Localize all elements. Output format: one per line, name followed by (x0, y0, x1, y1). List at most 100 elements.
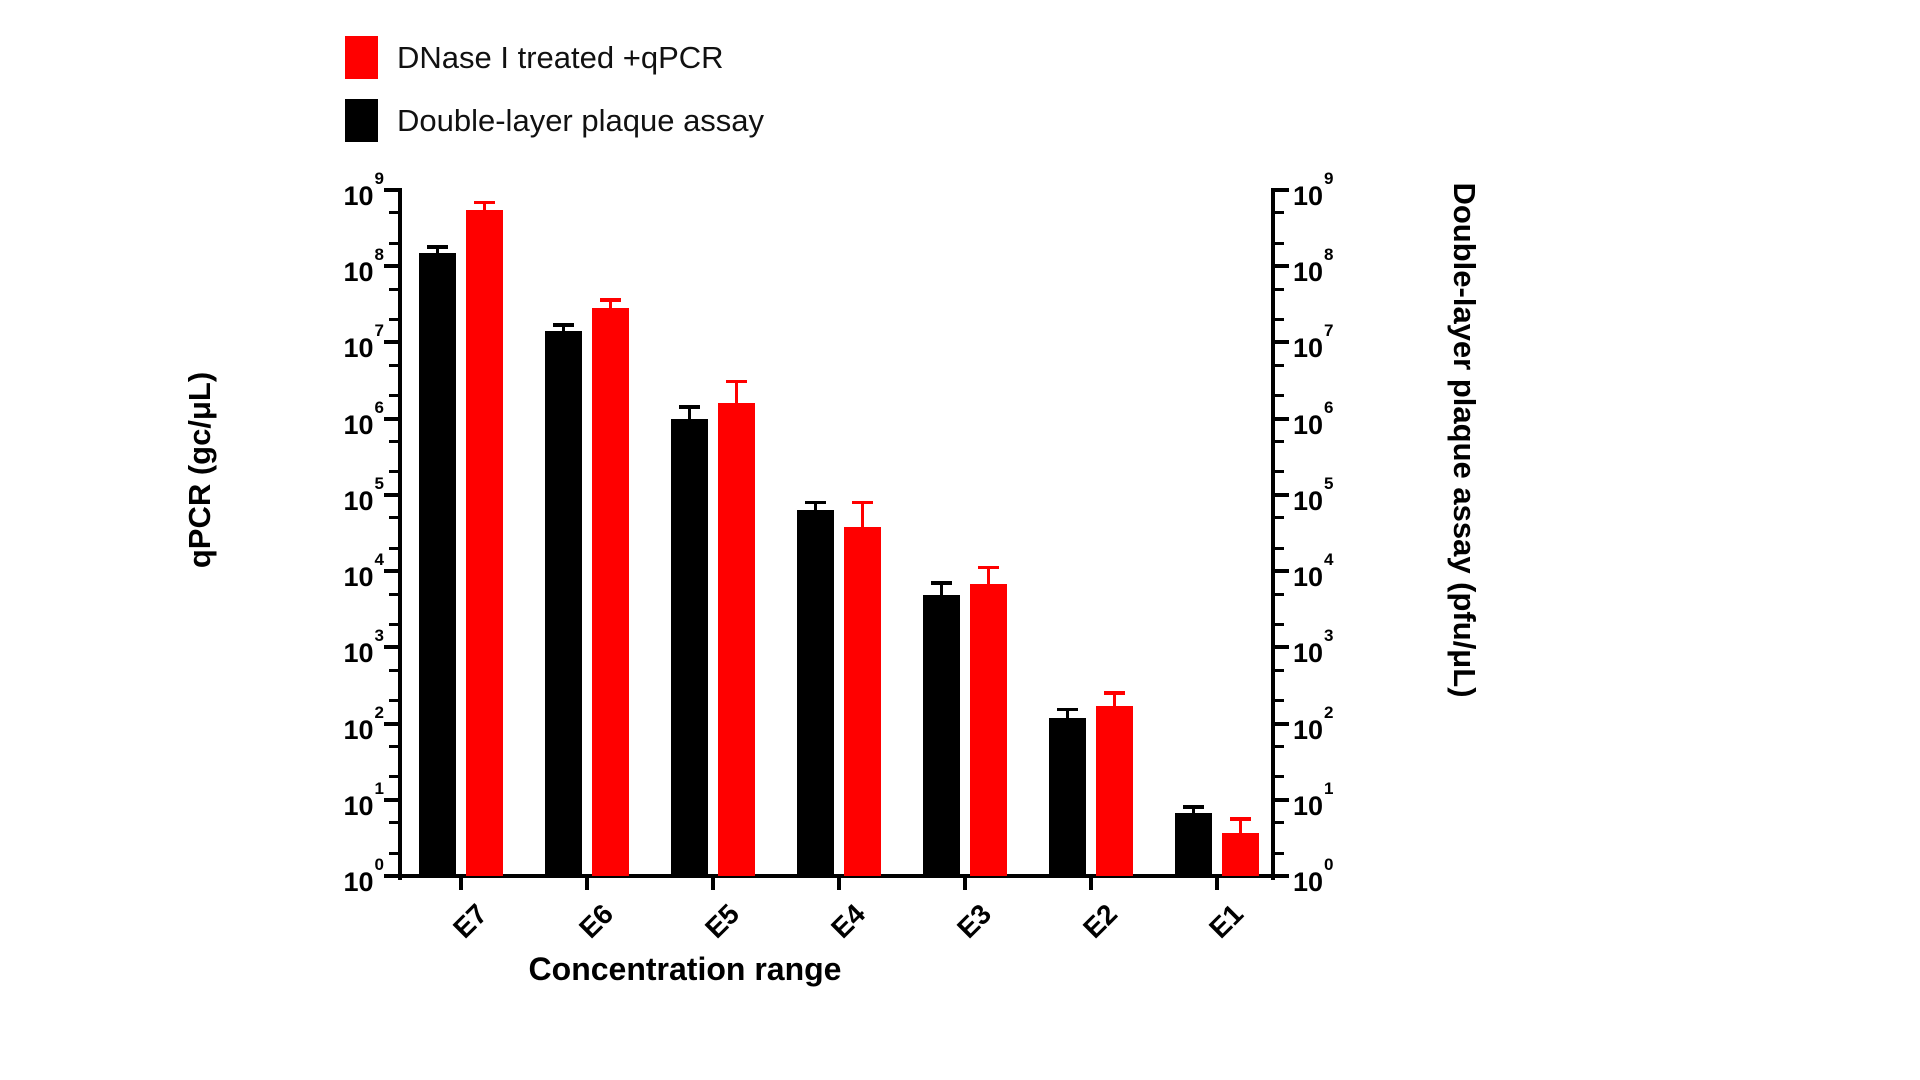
y-major-tick-left (384, 492, 398, 497)
y-major-tick-left (384, 340, 398, 345)
x-category-label: E2 (1076, 898, 1123, 945)
y-axis-left-line (398, 188, 402, 880)
y-major-tick-right (1275, 492, 1289, 497)
error-bar-cap (679, 405, 700, 409)
y-minor-tick-left (389, 592, 398, 596)
y-minor-tick-left (389, 699, 398, 703)
y-major-tick-left (384, 264, 398, 269)
y-minor-tick-left (389, 211, 398, 215)
y-major-tick-right (1275, 797, 1289, 802)
y-minor-tick-right (1275, 516, 1284, 520)
y-major-tick-right (1275, 569, 1289, 574)
y-minor-tick-left (389, 317, 398, 321)
error-bar-stem (608, 301, 613, 315)
left-axis-title: qPCR (gc/μL) (182, 371, 217, 569)
y-tick-label: 103 (343, 626, 384, 669)
x-tick (837, 878, 841, 890)
error-bar-stem (813, 504, 818, 517)
bar-black-E2 (1049, 717, 1086, 876)
error-bar-cap (931, 581, 952, 585)
x-category-label: E1 (1202, 898, 1249, 945)
y-major-tick-right (1275, 188, 1289, 192)
error-bar-stem (1191, 808, 1196, 819)
right-axis-title: Double-layer plaque assay (pfu/μL) (1447, 182, 1482, 698)
y-minor-tick-right (1275, 745, 1284, 748)
y-major-tick-right (1275, 264, 1289, 269)
y-tick-label: 104 (343, 550, 384, 593)
y-minor-tick-right (1275, 211, 1284, 215)
y-major-tick-left (384, 874, 398, 878)
y-tick-label: 101 (343, 778, 384, 821)
legend-swatch-red-icon (345, 36, 378, 79)
y-tick-label: 104 (1293, 550, 1334, 593)
x-category-label: E5 (698, 898, 745, 945)
y-minor-tick-left (389, 394, 398, 398)
y-tick-label: 107 (343, 321, 384, 364)
y-minor-tick-left (389, 851, 398, 855)
y-minor-tick-right (1275, 775, 1284, 779)
y-minor-tick-left (389, 470, 398, 474)
y-minor-tick-right (1275, 394, 1284, 398)
y-major-tick-left (384, 721, 398, 726)
chart-legend: DNase I treated +qPCR Double-layer plaqu… (345, 36, 764, 162)
x-axis-line (394, 874, 1279, 878)
y-tick-label: 106 (1293, 397, 1334, 440)
error-bar-cap (978, 565, 999, 570)
error-bar-cap (852, 500, 873, 505)
error-bar-stem (687, 408, 692, 425)
x-tick (1215, 878, 1219, 890)
error-bar-stem (1112, 694, 1117, 712)
y-tick-label: 109 (1293, 169, 1334, 211)
bar-red-E3 (970, 584, 1007, 876)
y-minor-tick-left (389, 821, 398, 825)
y-minor-tick-right (1275, 363, 1284, 367)
y-minor-tick-right (1275, 592, 1284, 596)
error-bar-cap (726, 379, 747, 384)
x-tick (459, 878, 463, 890)
x-category-label: E4 (824, 898, 871, 945)
y-tick-label: 101 (1293, 778, 1334, 821)
error-bar-cap (805, 500, 826, 505)
y-minor-tick-right (1275, 546, 1284, 550)
y-major-tick-left (384, 645, 398, 650)
y-tick-label: 107 (1293, 321, 1334, 364)
bar-red-E5 (718, 403, 755, 876)
legend-item-plaque: Double-layer plaque assay (345, 99, 764, 142)
y-tick-label: 100 (343, 855, 384, 897)
y-minor-tick-right (1275, 317, 1284, 321)
error-bar-cap (1104, 691, 1125, 695)
y-major-tick-left (384, 797, 398, 802)
error-bar-cap (553, 323, 574, 327)
y-minor-tick-right (1275, 241, 1284, 245)
y-minor-tick-right (1275, 851, 1284, 855)
bar-red-E4 (844, 526, 881, 876)
y-major-tick-right (1275, 340, 1289, 345)
y-minor-tick-left (389, 363, 398, 367)
y-axis-right-line (1271, 188, 1275, 880)
error-bar-stem (435, 248, 440, 259)
x-tick (1089, 878, 1093, 890)
y-tick-label: 103 (1293, 626, 1334, 669)
y-minor-tick-left (389, 775, 398, 779)
y-tick-label: 102 (343, 702, 384, 745)
legend-swatch-black-icon (345, 99, 378, 142)
y-major-tick-left (384, 569, 398, 574)
error-bar-stem (939, 584, 944, 602)
y-minor-tick-right (1275, 699, 1284, 703)
error-bar-cap (1230, 817, 1251, 821)
x-category-label: E6 (572, 898, 619, 945)
y-tick-label: 108 (343, 245, 384, 288)
x-category-label: E3 (950, 898, 997, 945)
y-minor-tick-right (1275, 821, 1284, 825)
bar-black-E6 (545, 331, 582, 876)
y-tick-label: 102 (1293, 702, 1334, 745)
error-bar-cap (474, 200, 495, 205)
y-tick-label: 105 (343, 473, 384, 516)
y-major-tick-right (1275, 416, 1289, 421)
y-major-tick-right (1275, 721, 1289, 726)
y-major-tick-right (1275, 645, 1289, 650)
error-bar-cap (1183, 805, 1204, 809)
y-minor-tick-left (389, 241, 398, 245)
y-minor-tick-left (389, 668, 398, 672)
y-minor-tick-right (1275, 440, 1284, 444)
